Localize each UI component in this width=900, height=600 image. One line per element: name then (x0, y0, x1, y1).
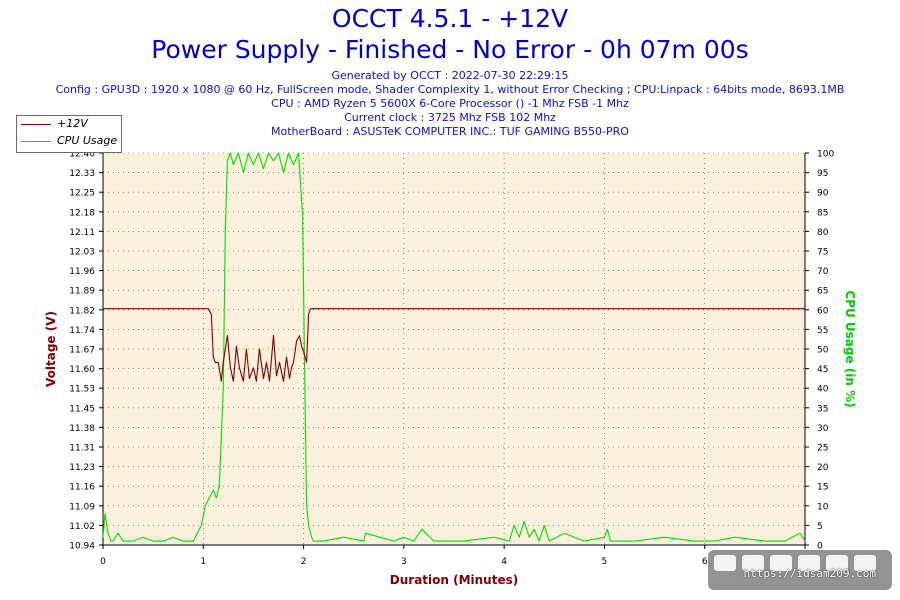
info-cpu: CPU : AMD Ryzen 5 5600X 6-Core Processor… (271, 97, 629, 110)
legend-item-cpu: CPU Usage (17, 133, 121, 150)
y-tick-label: 12.18 (69, 208, 95, 218)
y2-axis-title: CPU Usage (in %) (843, 290, 857, 407)
series-line-voltage (103, 308, 805, 382)
y-tick-label: 11.67 (69, 346, 95, 356)
watermark-glyph (854, 555, 876, 571)
x-tick-label: 4 (501, 557, 507, 567)
y2-tick-label: 85 (817, 208, 828, 218)
legend-swatch-cpu (21, 141, 51, 142)
y-tick-label: 11.74 (69, 326, 95, 336)
chart-subtitle: Power Supply - Finished - No Error - 0h … (151, 35, 749, 64)
y-tick-label: 11.09 (69, 502, 95, 512)
watermark-glyph (798, 555, 820, 571)
series-line-cpu (102, 152, 806, 542)
y2-tick-label: 100 (817, 150, 834, 160)
watermark-url: https://idsam209.com (743, 567, 876, 580)
y2-tick-label: 50 (817, 346, 829, 356)
watermark-glyph (770, 555, 792, 571)
legend-label-voltage: +12V (57, 117, 88, 130)
y2-tick-label: 45 (817, 365, 828, 375)
x-tick-label: 2 (301, 557, 307, 567)
y2-tick-label: 0 (817, 542, 823, 552)
y-tick-label: 10.94 (69, 542, 95, 552)
y-tick-label: 11.96 (69, 267, 95, 277)
legend-label-cpu: CPU Usage (57, 134, 118, 147)
y2-tick-label: 65 (817, 287, 828, 297)
watermark-logo: https://idsam209.com (708, 548, 892, 592)
x-axis-title: Duration (Minutes) (390, 573, 518, 587)
x-tick-label: 5 (602, 557, 608, 567)
legend-item-voltage: +12V (17, 116, 121, 133)
watermark-glyph (742, 555, 764, 571)
y2-tick-label: 75 (817, 248, 828, 258)
y2-tick-label: 15 (817, 483, 828, 493)
y2-tick-label: 35 (817, 404, 828, 414)
info-generated: Generated by OCCT : 2022-07-30 22:29:15 (331, 69, 569, 82)
chart-title: OCCT 4.5.1 - +12V (331, 4, 569, 33)
y-tick-label: 11.45 (69, 404, 95, 414)
y2-tick-label: 10 (817, 502, 829, 512)
y-axis-title: Voltage (V) (44, 311, 58, 387)
y2-tick-label: 25 (817, 444, 828, 454)
legend: +12V CPU Usage (16, 115, 122, 153)
y-tick-label: 11.31 (69, 444, 95, 454)
y-tick-label: 12.40 (69, 150, 95, 160)
x-tick-label: 1 (200, 557, 206, 567)
y2-tick-label: 30 (817, 424, 829, 434)
info-config: Config : GPU3D : 1920 x 1080 @ 60 Hz, Fu… (55, 83, 845, 96)
x-tick-label: 6 (702, 557, 708, 567)
y-tick-label: 11.16 (69, 483, 95, 493)
y-tick-label: 11.60 (69, 365, 95, 375)
y2-tick-label: 70 (817, 267, 829, 277)
info-clock: Current clock : 3725 Mhz FSB 102 Mhz (344, 111, 556, 124)
y2-tick-label: 40 (817, 385, 829, 395)
x-tick-label: 3 (401, 557, 407, 567)
y2-tick-label: 20 (817, 463, 829, 473)
y-tick-label: 12.11 (69, 228, 95, 238)
y2-tick-label: 60 (817, 306, 829, 316)
y2-tick-label: 55 (817, 326, 828, 336)
y-tick-label: 11.53 (69, 385, 95, 395)
watermark-graphic (708, 550, 892, 590)
y-tick-label: 12.25 (69, 189, 95, 199)
y2-tick-label: 5 (817, 522, 823, 532)
y-tick-label: 11.02 (69, 522, 95, 532)
watermark-glyph (714, 555, 736, 571)
y2-tick-label: 90 (817, 189, 829, 199)
y-tick-label: 12.03 (69, 248, 95, 258)
y-tick-label: 11.38 (69, 424, 95, 434)
x-tick-label: 0 (100, 557, 106, 567)
watermark-glyph (826, 555, 848, 571)
legend-swatch-voltage (21, 124, 51, 125)
info-motherboard: MotherBoard : ASUSTeK COMPUTER INC.: TUF… (271, 125, 629, 138)
y-tick-label: 11.23 (69, 463, 95, 473)
y2-tick-label: 95 (817, 169, 828, 179)
y-tick-label: 11.82 (69, 306, 95, 316)
y2-tick-label: 80 (817, 228, 829, 238)
y-tick-label: 11.89 (69, 287, 95, 297)
y-tick-label: 12.33 (69, 169, 95, 179)
